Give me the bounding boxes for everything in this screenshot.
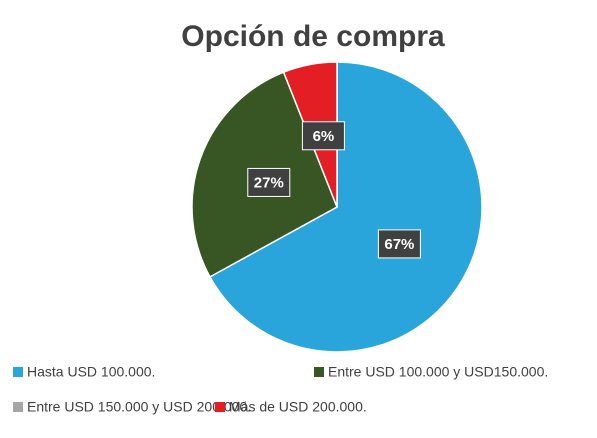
legend-label: Entre USD 100.000 y USD150.000.	[328, 364, 548, 380]
value-label-box	[301, 121, 345, 151]
legend-label: Más de USD 200.000.	[229, 399, 367, 415]
value-label: 6%	[313, 128, 335, 145]
value-label-box	[247, 167, 291, 197]
legend-swatch	[314, 367, 324, 377]
value-label: 67%	[384, 236, 414, 253]
chart-title: Opción de compra	[181, 20, 445, 53]
pie-slice	[208, 61, 483, 353]
legend-swatch	[13, 367, 23, 377]
value-label: 27%	[254, 174, 284, 191]
value-label-box	[377, 229, 421, 259]
legend-label: Entre USD 150.000 y USD 200.000.	[27, 399, 251, 415]
legend-swatch	[215, 402, 225, 412]
legend-label: Hasta USD 100.000.	[27, 364, 155, 380]
legend-swatch	[13, 402, 23, 412]
